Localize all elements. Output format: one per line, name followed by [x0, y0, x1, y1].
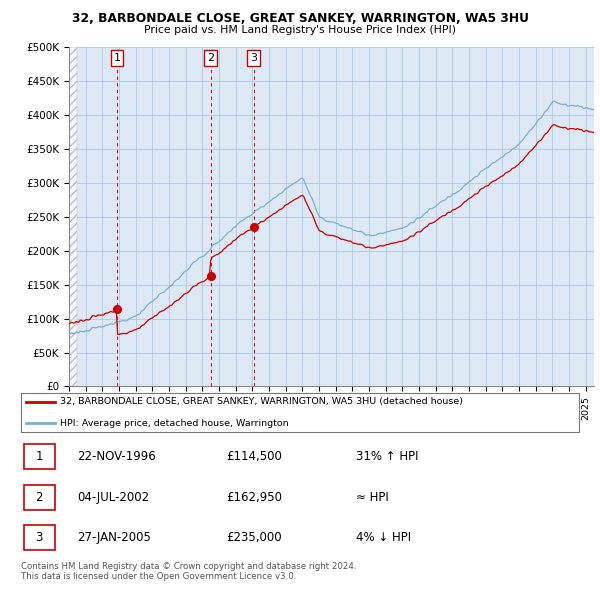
- Text: £162,950: £162,950: [227, 490, 283, 504]
- FancyBboxPatch shape: [23, 484, 55, 510]
- Text: 3: 3: [250, 53, 257, 63]
- Text: 32, BARBONDALE CLOSE, GREAT SANKEY, WARRINGTON, WA5 3HU (detached house): 32, BARBONDALE CLOSE, GREAT SANKEY, WARR…: [60, 397, 463, 407]
- Text: 27-JAN-2005: 27-JAN-2005: [77, 531, 151, 544]
- Text: Price paid vs. HM Land Registry's House Price Index (HPI): Price paid vs. HM Land Registry's House …: [144, 25, 456, 35]
- Text: 4% ↓ HPI: 4% ↓ HPI: [356, 531, 412, 544]
- Text: HPI: Average price, detached house, Warrington: HPI: Average price, detached house, Warr…: [60, 418, 289, 428]
- Text: 32, BARBONDALE CLOSE, GREAT SANKEY, WARRINGTON, WA5 3HU: 32, BARBONDALE CLOSE, GREAT SANKEY, WARR…: [71, 12, 529, 25]
- Text: 22-NOV-1996: 22-NOV-1996: [77, 450, 156, 463]
- Text: 04-JUL-2002: 04-JUL-2002: [77, 490, 149, 504]
- FancyBboxPatch shape: [23, 525, 55, 550]
- FancyBboxPatch shape: [21, 393, 579, 432]
- Text: 31% ↑ HPI: 31% ↑ HPI: [356, 450, 419, 463]
- Text: Contains HM Land Registry data © Crown copyright and database right 2024.
This d: Contains HM Land Registry data © Crown c…: [21, 562, 356, 581]
- FancyBboxPatch shape: [23, 444, 55, 469]
- Text: £114,500: £114,500: [227, 450, 283, 463]
- Text: 2: 2: [207, 53, 214, 63]
- Text: 2: 2: [35, 490, 43, 504]
- Text: £235,000: £235,000: [227, 531, 283, 544]
- Text: 1: 1: [35, 450, 43, 463]
- Text: 3: 3: [35, 531, 43, 544]
- Text: ≈ HPI: ≈ HPI: [356, 490, 389, 504]
- Text: 1: 1: [113, 53, 121, 63]
